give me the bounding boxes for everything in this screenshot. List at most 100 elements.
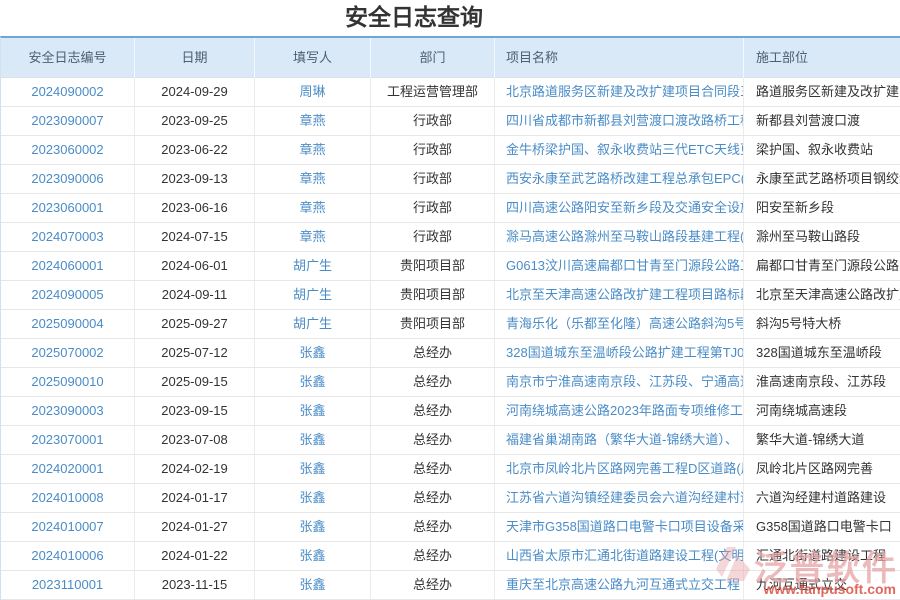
cell-project[interactable]: 四川高速公路阳安至新乡段及交通安全设施 [495, 194, 744, 222]
cell-part: 九河互通式立交 [756, 577, 848, 592]
cell-part: 滁州至马鞍山路段 [756, 229, 861, 244]
cell-log_no[interactable]: 2025070002 [1, 339, 135, 367]
table-row: 2024090005 2024-09-11 胡广生 贵阳项目部 北京至天津高速公路改扩建… [1, 281, 900, 310]
cell-project[interactable]: 南京市宁淮高速南京段、江苏段、宁通高速 [495, 368, 744, 396]
cell-part: 河南绕城高速段 [756, 403, 848, 418]
cell-project[interactable]: 山西省太原市汇通北街道路建设工程(文明 [495, 542, 744, 570]
cell-date: 2024-07-15 [135, 223, 255, 251]
cell-project[interactable]: 北京市凤岭北片区路网完善工程D区道路(凤 [495, 455, 744, 483]
cell-dept: 工程运营管理部 [371, 78, 495, 106]
cell-writer[interactable]: 章燕 [255, 107, 371, 135]
cell-writer[interactable]: 胡广生 [255, 281, 371, 309]
table-row: 2023070001 2023-07-08 张鑫 总经办 福建省巢湖南路（繁华大道-锦绣… [1, 426, 900, 455]
column-header-log_no: 安全日志编号 [1, 38, 135, 78]
table-row: 2023090006 2023-09-13 章燕 行政部 西安永康至武艺路桥改建工程总承… [1, 165, 900, 194]
cell-dept: 总经办 [371, 571, 495, 599]
cell-dept: 行政部 [371, 107, 495, 135]
cell-project[interactable]: 福建省巢湖南路（繁华大道-锦绣大道）、 [495, 426, 744, 454]
column-header-writer: 填写人 [255, 38, 371, 78]
cell-project[interactable]: 江苏省六道沟镇经建委员会六道沟经建村道 [495, 484, 744, 512]
table-header: 安全日志编号 日期 填写人 部门 项目名称 施工部位 [1, 38, 900, 78]
cell-date: 2023-06-22 [135, 136, 255, 164]
table-row: 2023110001 2023-11-15 张鑫 总经办 重庆至北京高速公路九河互通式立… [1, 571, 900, 600]
cell-dept: 贵阳项目部 [371, 252, 495, 280]
cell-log_no[interactable]: 2025090010 [1, 368, 135, 396]
cell-writer[interactable]: 张鑫 [255, 426, 371, 454]
cell-date: 2023-11-15 [135, 571, 255, 599]
cell-date: 2024-01-22 [135, 542, 255, 570]
cell-writer[interactable]: 章燕 [255, 194, 371, 222]
cell-project[interactable]: 重庆至北京高速公路九河互通式立交工程 [495, 571, 744, 599]
cell-writer[interactable]: 张鑫 [255, 542, 371, 570]
cell-dept: 行政部 [371, 165, 495, 193]
cell-project[interactable]: 328国道城东至温峤段公路扩建工程第TJ0 [495, 339, 744, 367]
cell-date: 2023-07-08 [135, 426, 255, 454]
cell-date: 2023-09-15 [135, 397, 255, 425]
cell-project[interactable]: 北京路道服务区新建及改扩建项目合同段三 [495, 78, 744, 106]
table-row: 2025090004 2025-09-27 胡广生 贵阳项目部 青海乐化（乐都至化隆）高… [1, 310, 900, 339]
cell-writer[interactable]: 胡广生 [255, 252, 371, 280]
cell-project[interactable]: 滁马高速公路滁州至马鞍山路段基建工程( [495, 223, 744, 251]
column-header-project: 项目名称 [495, 38, 744, 78]
cell-log_no[interactable]: 2023090003 [1, 397, 135, 425]
cell-part: 斜沟5号特大桥 [756, 316, 842, 331]
cell-writer[interactable]: 章燕 [255, 223, 371, 251]
cell-part: 路道服务区新建及改扩建 [756, 84, 900, 99]
cell-writer[interactable]: 周琳 [255, 78, 371, 106]
cell-log_no[interactable]: 2023070001 [1, 426, 135, 454]
cell-log_no[interactable]: 2024070003 [1, 223, 135, 251]
cell-project[interactable]: 天津市G358国道路口电警卡口项目设备采 [495, 513, 744, 541]
cell-project[interactable]: 青海乐化（乐都至化隆）高速公路斜沟5号 [495, 310, 744, 338]
cell-writer[interactable]: 张鑫 [255, 484, 371, 512]
cell-project[interactable]: 河南绕城高速公路2023年路面专项维修工程 [495, 397, 744, 425]
cell-part: 扁都口甘青至门源段公路 [756, 258, 900, 273]
cell-project[interactable]: 四川省成都市新都县刘营渡口渡改路桥工程 [495, 107, 744, 135]
cell-date: 2023-06-16 [135, 194, 255, 222]
cell-log_no[interactable]: 2023110001 [1, 571, 135, 599]
cell-date: 2024-01-17 [135, 484, 255, 512]
cell-writer[interactable]: 张鑫 [255, 455, 371, 483]
cell-writer[interactable]: 张鑫 [255, 368, 371, 396]
cell-log_no[interactable]: 2024090005 [1, 281, 135, 309]
cell-project[interactable]: 西安永康至武艺路桥改建工程总承包EPC( [495, 165, 744, 193]
cell-writer[interactable]: 章燕 [255, 136, 371, 164]
cell-dept: 行政部 [371, 223, 495, 251]
cell-part: 永康至武艺路桥项目钢绞线 [756, 171, 900, 186]
cell-writer[interactable]: 章燕 [255, 165, 371, 193]
cell-project[interactable]: 金牛桥梁护国、叙永收费站三代ETC天线更 [495, 136, 744, 164]
cell-dept: 总经办 [371, 484, 495, 512]
cell-log_no[interactable]: 2025090004 [1, 310, 135, 338]
cell-log_no[interactable]: 2024060001 [1, 252, 135, 280]
cell-part: 繁华大道-锦绣大道 [756, 432, 865, 447]
cell-writer[interactable]: 胡广生 [255, 310, 371, 338]
cell-log_no[interactable]: 2024020001 [1, 455, 135, 483]
cell-writer[interactable]: 张鑫 [255, 339, 371, 367]
cell-log_no[interactable]: 2024010008 [1, 484, 135, 512]
cell-date: 2025-07-12 [135, 339, 255, 367]
cell-dept: 总经办 [371, 368, 495, 396]
table-row: 2024010007 2024-01-27 张鑫 总经办 天津市G358国道路口电警卡口… [1, 513, 900, 542]
table-row: 2024070003 2024-07-15 章燕 行政部 滁马高速公路滁州至马鞍山路段基… [1, 223, 900, 252]
cell-writer[interactable]: 张鑫 [255, 397, 371, 425]
cell-date: 2024-02-19 [135, 455, 255, 483]
table-row: 2023090007 2023-09-25 章燕 行政部 四川省成都市新都县刘营渡口渡改… [1, 107, 900, 136]
cell-date: 2024-01-27 [135, 513, 255, 541]
cell-log_no[interactable]: 2023090007 [1, 107, 135, 135]
cell-log_no[interactable]: 2023060002 [1, 136, 135, 164]
cell-project[interactable]: 北京至天津高速公路改扩建工程项目路标段 [495, 281, 744, 309]
cell-dept: 总经办 [371, 455, 495, 483]
cell-writer[interactable]: 张鑫 [255, 571, 371, 599]
cell-log_no[interactable]: 2023060001 [1, 194, 135, 222]
cell-project[interactable]: G0613汶川高速扁都口甘青至门源段公路工 [495, 252, 744, 280]
cell-log_no[interactable]: 2023090006 [1, 165, 135, 193]
cell-dept: 行政部 [371, 136, 495, 164]
cell-part: 阳安至新乡段 [756, 200, 835, 215]
cell-date: 2025-09-27 [135, 310, 255, 338]
cell-date: 2023-09-25 [135, 107, 255, 135]
cell-log_no[interactable]: 2024010006 [1, 542, 135, 570]
cell-log_no[interactable]: 2024090002 [1, 78, 135, 106]
cell-log_no[interactable]: 2024010007 [1, 513, 135, 541]
table-body: 2024090002 2024-09-29 周琳 工程运营管理部 北京路道服务区新建及改… [1, 78, 900, 600]
cell-writer[interactable]: 张鑫 [255, 513, 371, 541]
cell-part: 凤岭北片区路网完善 [756, 461, 874, 476]
